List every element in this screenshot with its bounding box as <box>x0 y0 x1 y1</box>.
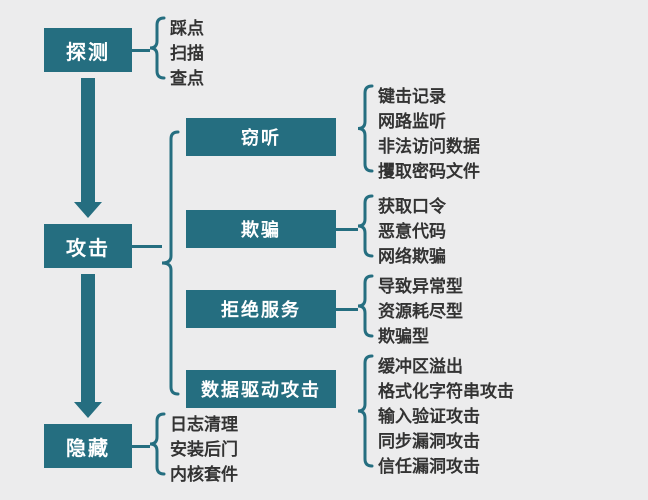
node-eavesdrop: 窃听 <box>186 118 336 156</box>
data_driven-item-2: 输入验证攻击 <box>378 402 480 427</box>
deceive-connector <box>336 228 358 231</box>
node-detect-label: 探测 <box>66 36 110 65</box>
eavesdrop-item-1: 网路监听 <box>378 107 446 132</box>
deceive-bracket <box>352 195 372 257</box>
node-deceive-label: 欺骗 <box>241 216 281 242</box>
hide-connector <box>132 445 150 448</box>
hide-bracket <box>144 413 164 475</box>
dos-item-0: 导致异常型 <box>378 272 463 297</box>
attack-connector <box>132 245 162 248</box>
detect-bracket <box>144 17 164 79</box>
data_driven-item-3: 同步漏洞攻击 <box>378 427 480 452</box>
detect-item-0: 踩点 <box>170 14 204 39</box>
node-hide-label: 隐藏 <box>66 432 110 461</box>
hide-item-1: 安装后门 <box>170 435 238 460</box>
node-eavesdrop-label: 窃听 <box>241 124 281 150</box>
node-attack-label: 攻击 <box>66 232 110 261</box>
node-attack: 攻击 <box>44 224 132 268</box>
deceive-item-2: 网络欺骗 <box>378 242 446 267</box>
dos-connector <box>336 308 358 311</box>
hide-item-0: 日志清理 <box>170 410 238 435</box>
node-deceive: 欺骗 <box>186 210 336 248</box>
attack-children-bracket <box>156 131 178 395</box>
arrow-0 <box>81 78 95 204</box>
data_driven-item-4: 信任漏洞攻击 <box>378 452 480 477</box>
dos-bracket <box>352 275 372 337</box>
node-data_driven: 数据驱动攻击 <box>186 370 336 408</box>
detect-item-1: 扫描 <box>170 39 204 64</box>
node-detect: 探测 <box>44 28 132 72</box>
data_driven-item-1: 格式化字符串攻击 <box>378 377 514 402</box>
deceive-item-1: 恶意代码 <box>378 217 446 242</box>
node-data_driven-label: 数据驱动攻击 <box>201 376 321 402</box>
detect-connector <box>132 49 150 52</box>
arrow-1 <box>81 274 95 404</box>
dos-item-1: 资源耗尽型 <box>378 297 463 322</box>
dos-item-2: 欺骗型 <box>378 322 429 347</box>
detect-item-2: 查点 <box>170 64 204 89</box>
eavesdrop-item-2: 非法访问数据 <box>378 132 480 157</box>
node-dos: 拒绝服务 <box>186 290 336 328</box>
deceive-item-0: 获取口令 <box>378 192 446 217</box>
node-dos-label: 拒绝服务 <box>221 296 301 322</box>
node-hide: 隐藏 <box>44 424 132 468</box>
data_driven-bracket <box>352 355 372 467</box>
eavesdrop-item-0: 键击记录 <box>378 82 446 107</box>
eavesdrop-item-3: 攫取密码文件 <box>378 157 480 182</box>
data_driven-item-0: 缓冲区溢出 <box>378 352 463 377</box>
eavesdrop-bracket <box>352 85 372 172</box>
hide-item-2: 内核套件 <box>170 460 238 485</box>
